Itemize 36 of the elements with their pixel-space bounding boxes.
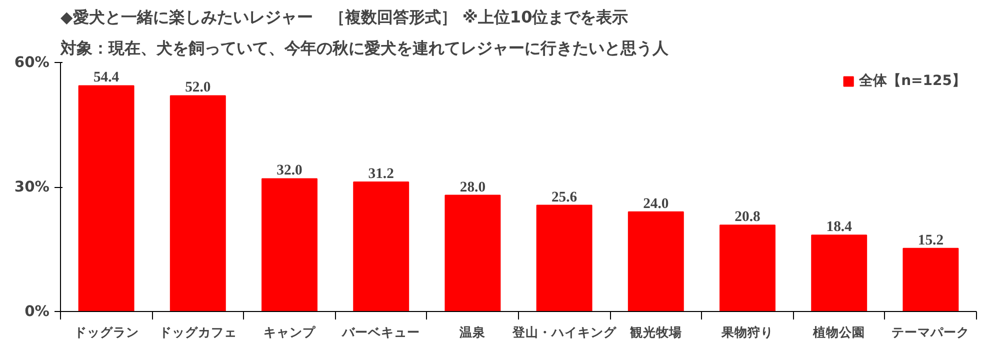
bar <box>78 85 134 312</box>
x-tick-label: バーベキュー <box>341 324 420 340</box>
x-tick-label: 観光牧場 <box>628 324 682 340</box>
bar <box>720 224 776 312</box>
x-tick-label: ドッグラン <box>74 324 139 340</box>
bar <box>262 178 318 312</box>
data-label: 15.2 <box>918 232 944 248</box>
bar <box>170 95 226 312</box>
x-tick-label: 植物公園 <box>812 324 866 340</box>
x-tick-label: 果物狩り <box>720 324 774 340</box>
legend-label: 全体【n=125】 <box>859 72 966 90</box>
data-label: 18.4 <box>826 219 853 236</box>
data-label: 52.0 <box>185 80 211 96</box>
bar <box>353 182 410 312</box>
bar <box>536 204 592 312</box>
chart-title: ◆愛犬と一緒に楽しみたいレジャー ［複数回答形式］ ※上位10位までを表示 <box>60 8 628 26</box>
y-tick-label: 30% <box>14 178 50 196</box>
data-label: 28.0 <box>460 179 486 196</box>
x-tick-label: ドッグカフェ <box>158 324 237 340</box>
y-tick-label: 60% <box>14 54 50 71</box>
x-tick-label: 登山・ハイキング <box>511 324 618 340</box>
y-tick-label: 0% <box>24 303 50 320</box>
data-label: 31.2 <box>368 166 394 182</box>
bar <box>444 194 501 312</box>
data-label: 24.0 <box>643 196 669 212</box>
x-tick-label: キャンプ <box>264 324 316 340</box>
bar <box>902 248 959 312</box>
chart-subtitle: 対象：現在、犬を飼っていて、今年の秋に愛犬を連れてレジャーに行きたいと思う人 <box>60 38 670 58</box>
x-tick-label: 温泉 <box>458 324 486 340</box>
bar <box>811 234 868 312</box>
data-label: 25.6 <box>551 189 578 206</box>
data-label: 32.0 <box>276 162 302 179</box>
data-label: 20.8 <box>734 209 760 226</box>
bar <box>628 211 684 312</box>
data-label: 54.4 <box>93 70 120 86</box>
x-tick-label: テーマパーク <box>892 324 970 340</box>
